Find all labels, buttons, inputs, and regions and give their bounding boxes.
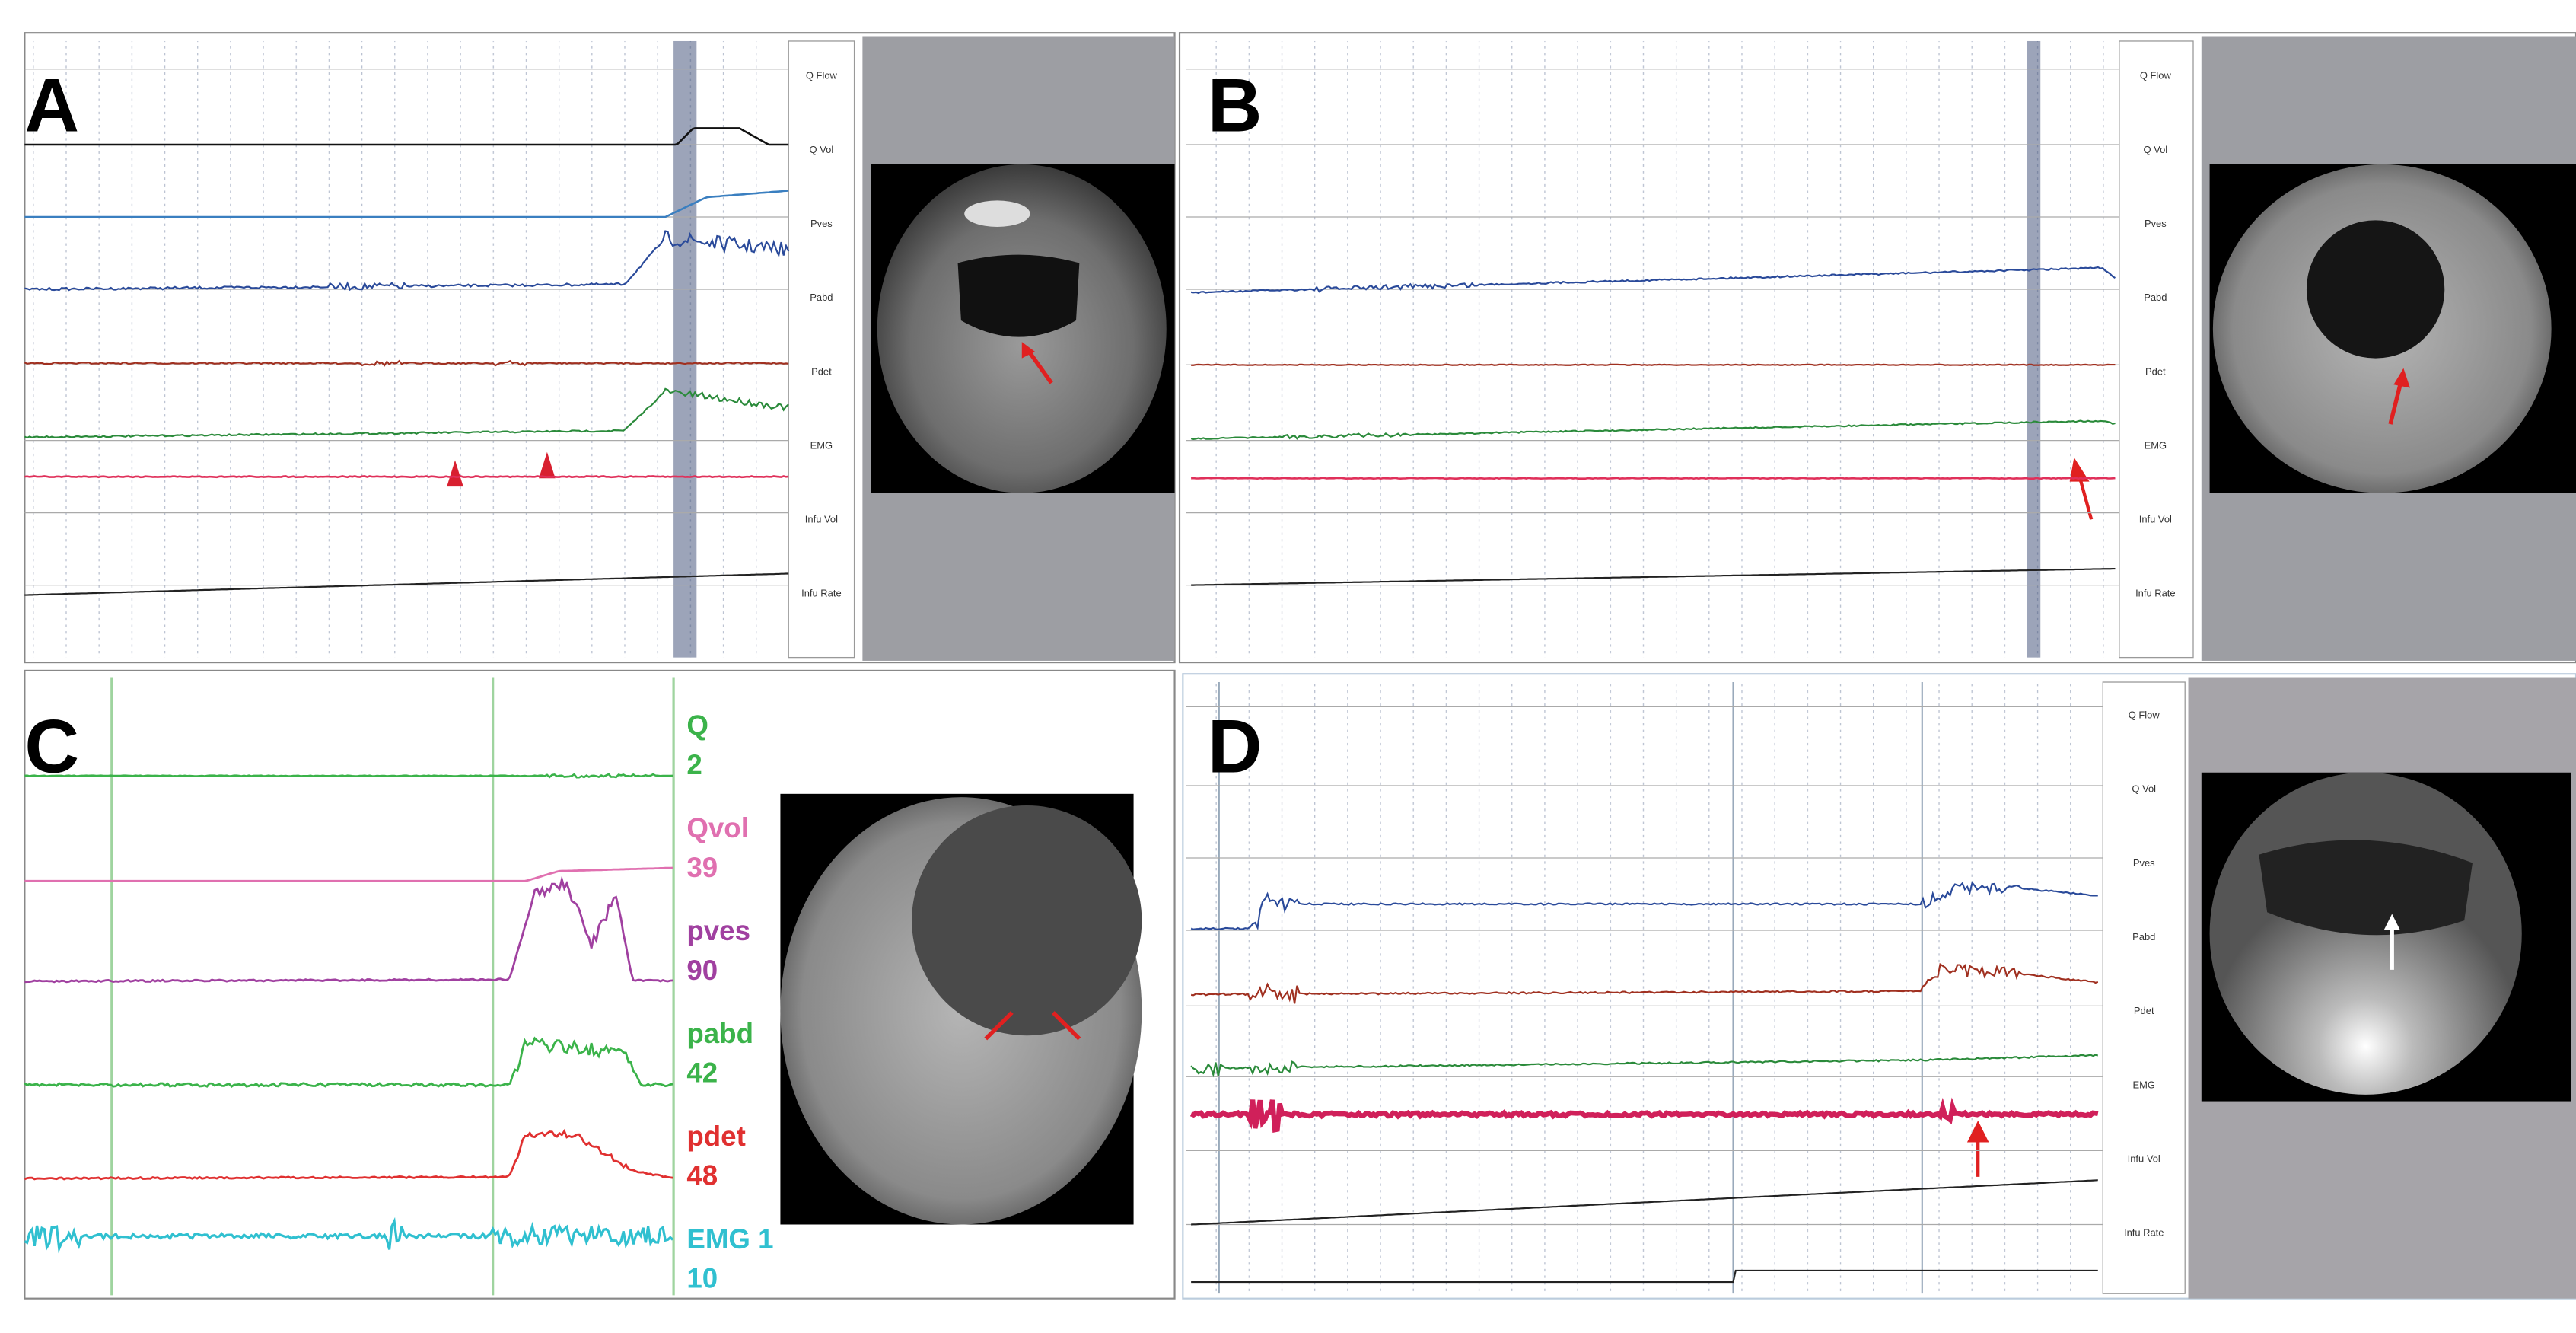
trace — [24, 190, 789, 218]
trace — [24, 875, 673, 984]
channel-value: 90 — [686, 955, 718, 986]
trace — [24, 1217, 674, 1254]
channel-value: 10 — [686, 1263, 718, 1294]
trace — [24, 359, 789, 367]
fluoroscopy-image — [2209, 164, 2576, 493]
channel-value: 39 — [686, 852, 718, 883]
channel-name: Infu Vol — [2128, 1153, 2160, 1164]
channel-name: Q Vol — [810, 144, 834, 155]
trace — [1191, 1269, 2098, 1284]
fluoroscopy-image — [871, 164, 1175, 493]
trace — [24, 1036, 673, 1088]
panel-label: A — [24, 64, 79, 148]
channel-name: Infu Vol — [2139, 514, 2172, 525]
channel-name: Pabd — [2144, 292, 2167, 303]
trace — [1191, 1179, 2098, 1226]
channel-name: Pabd — [810, 292, 833, 303]
arrowhead — [539, 451, 556, 479]
channel-value: 42 — [686, 1057, 718, 1089]
channel-name: Infu Rate — [2135, 588, 2176, 599]
trace — [1190, 881, 2098, 931]
trace — [24, 1128, 673, 1181]
grid — [1186, 682, 2098, 1294]
labels: A B C D Q Flow Q Vol Pves Pabd Pdet EMG Infu Vol In… — [24, 64, 2175, 1294]
marker-lines — [110, 677, 675, 1296]
channel-name: Q Flow — [806, 70, 838, 81]
channel-name: EMG — [2145, 439, 2167, 451]
fluoroscopy-image — [780, 793, 1142, 1225]
channel-name: Pdet — [811, 365, 832, 377]
marker-bar — [2027, 40, 2041, 658]
trace — [1191, 477, 2116, 480]
trace — [1190, 963, 2099, 1004]
channel-name: Q Flow — [2129, 710, 2160, 721]
trace — [1191, 567, 2116, 586]
trace — [24, 773, 673, 779]
channel-name: Qvol — [686, 812, 749, 843]
trace — [24, 572, 789, 596]
trace — [1189, 1097, 2099, 1134]
channel-name: EMG — [2132, 1079, 2154, 1090]
channel-name: Infu Vol — [805, 514, 838, 525]
fluoroscopy-image — [2201, 772, 2571, 1102]
channel-name: pabd — [686, 1018, 753, 1049]
marker-bar — [673, 40, 697, 658]
channel-name: EMG — [810, 439, 833, 451]
trace — [24, 387, 789, 439]
trace — [1190, 1054, 2099, 1078]
channel-sidebar — [788, 40, 855, 659]
channel-name: pves — [686, 915, 750, 946]
arrowhead — [447, 460, 463, 487]
channel-name: Pabd — [2132, 931, 2155, 942]
channel-name: Q Vol — [2132, 783, 2156, 795]
channel-sidebar — [2102, 681, 2186, 1294]
channel-name: Pdet — [2145, 365, 2166, 377]
trace — [24, 475, 789, 479]
channel-name: Pves — [2145, 218, 2167, 229]
trace — [1190, 419, 2116, 440]
channel-name: pdet — [686, 1121, 745, 1152]
channel-value: 2 — [686, 749, 702, 780]
channel-sidebar — [2119, 40, 2194, 659]
trace — [24, 127, 789, 146]
channel-name: EMG 1 — [686, 1223, 773, 1255]
channel-name: Pdet — [2134, 1005, 2154, 1016]
trace — [24, 230, 790, 292]
channel-value: 48 — [686, 1160, 718, 1191]
channel-name: Q Vol — [2144, 144, 2168, 155]
channel-name: Q — [686, 710, 708, 741]
trace — [24, 866, 673, 882]
trace — [1190, 266, 2116, 295]
arrow — [1966, 457, 2094, 1177]
channel-name: Q Flow — [2140, 70, 2172, 81]
traces — [24, 69, 2119, 1284]
channel-name: Pves — [2133, 857, 2155, 869]
grid — [1186, 40, 2115, 658]
channel-name: Pves — [810, 218, 833, 229]
channel-name: Infu Rate — [2124, 1227, 2164, 1239]
panel-label: B — [1208, 64, 1263, 148]
panel-label: C — [24, 705, 79, 789]
panel-label: D — [1208, 705, 1263, 789]
channel-name: Infu Rate — [801, 588, 842, 599]
